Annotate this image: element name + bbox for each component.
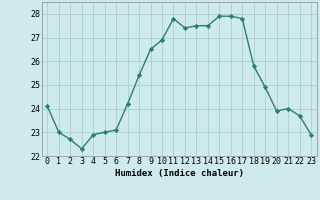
X-axis label: Humidex (Indice chaleur): Humidex (Indice chaleur)	[115, 169, 244, 178]
